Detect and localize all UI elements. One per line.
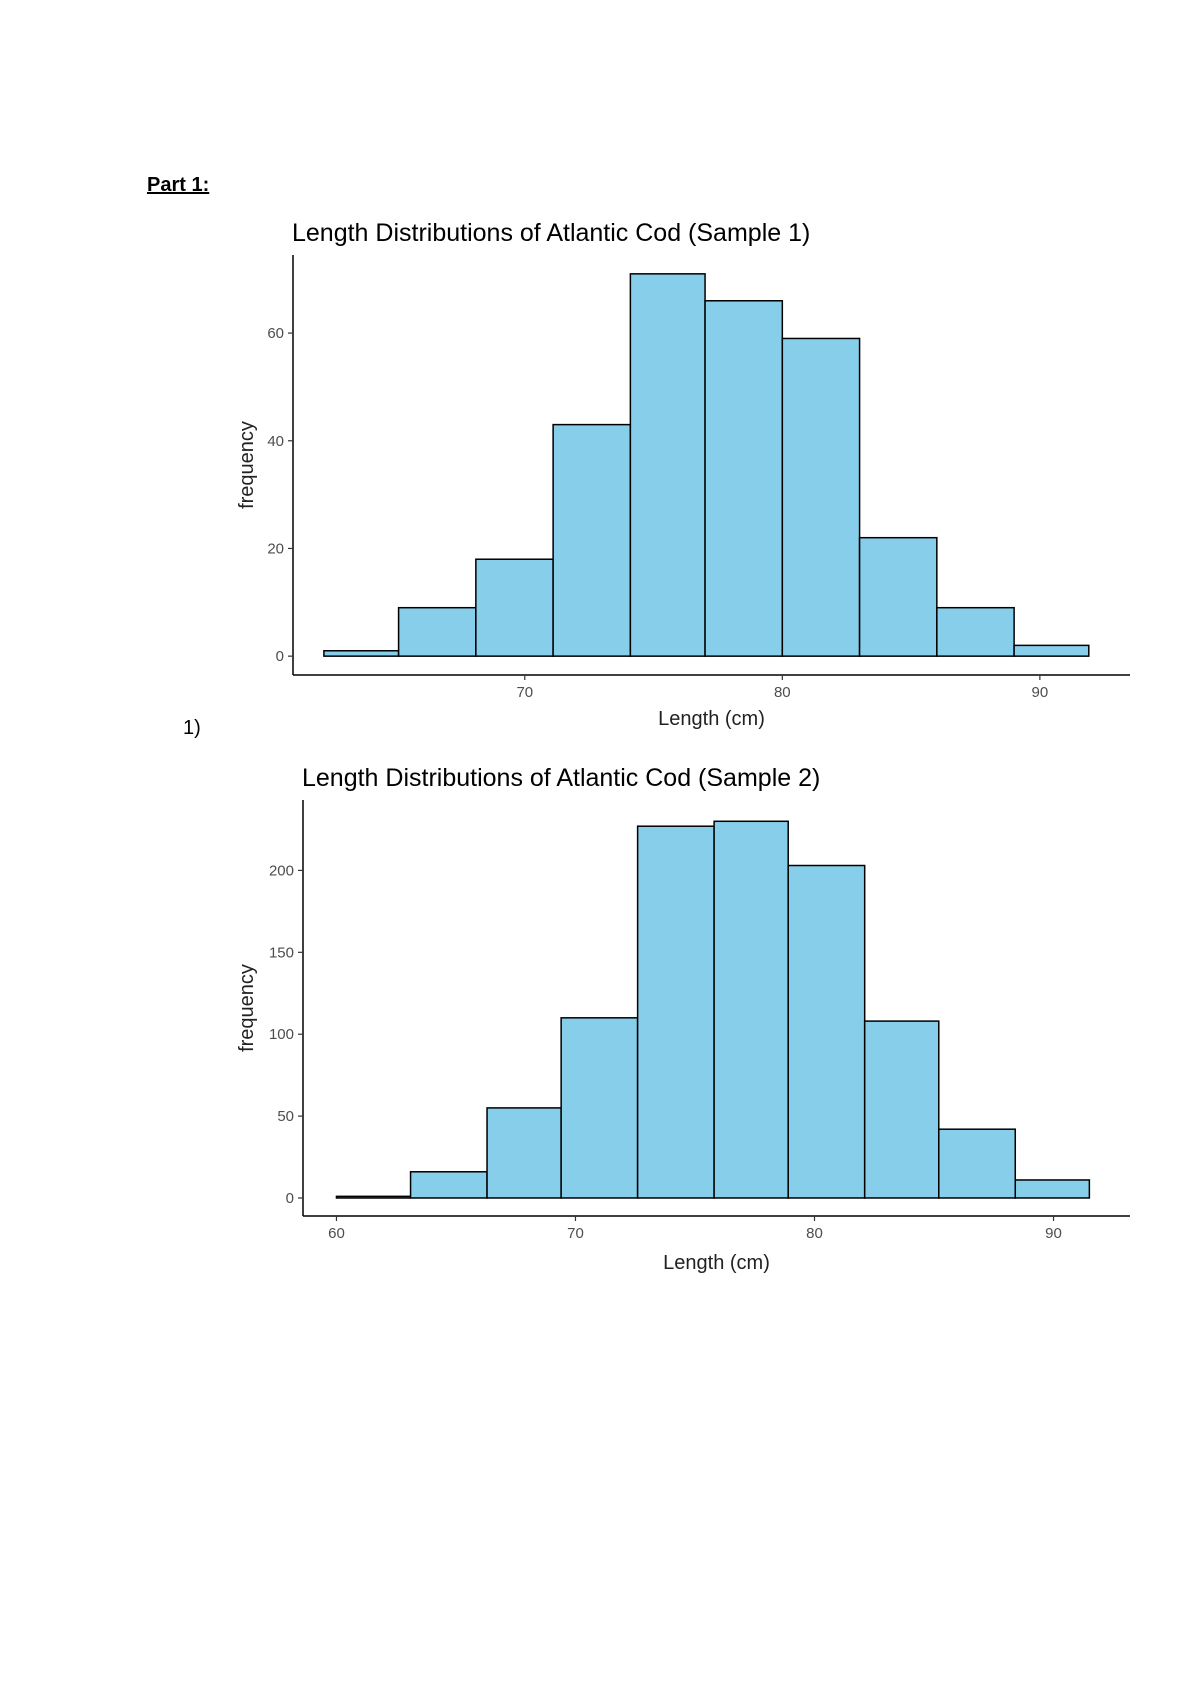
histogram-bar-6: [704, 300, 784, 657]
histogram-bar-10: [1014, 1179, 1091, 1199]
histogram-bar-9: [938, 1128, 1017, 1199]
y-tick-label: 50: [277, 1108, 294, 1125]
x-tick-label: 70: [516, 684, 533, 701]
x-tick-label: 70: [567, 1225, 584, 1242]
histogram-bar-5: [629, 273, 706, 657]
x-tick-label: 80: [806, 1225, 823, 1242]
histogram-bar-8: [863, 1020, 940, 1199]
x-tick-label: 90: [1045, 1225, 1062, 1242]
histogram-bar-4: [560, 1017, 639, 1199]
histogram-bar-7: [787, 864, 866, 1199]
histogram-bar-10: [1013, 644, 1090, 657]
chart-title: Length Distributions of Atlantic Cod (Sa…: [292, 219, 810, 247]
y-tick-label: 0: [276, 648, 284, 665]
y-tick-label: 100: [269, 1026, 294, 1043]
y-tick-label: 60: [267, 325, 284, 342]
histogram-bar-5: [636, 825, 715, 1199]
x-tick-label: 90: [1032, 684, 1049, 701]
histogram-bar-7: [781, 337, 861, 657]
chart-title: Length Distributions of Atlantic Cod (Sa…: [302, 764, 820, 792]
histogram-bar-4: [552, 423, 632, 657]
bars: [335, 820, 1091, 1199]
y-axis-label: frequency: [236, 421, 258, 509]
bars: [323, 273, 1090, 657]
y-tick-label: 0: [286, 1190, 294, 1207]
axes: 70 80 90 0 20 40 60: [267, 255, 1130, 701]
histogram-bar-1: [335, 1195, 412, 1199]
x-axis-label: Length (cm): [663, 1252, 770, 1274]
part-heading: Part 1:: [147, 174, 210, 196]
y-axis-label: frequency: [236, 964, 258, 1052]
histogram-bar-2: [397, 606, 477, 657]
histogram-bar-8: [858, 536, 938, 657]
histogram-bar-9: [936, 606, 1015, 657]
y-tick-label: 40: [267, 433, 284, 450]
x-tick-label: 60: [328, 1225, 345, 1242]
histogram-bar-1: [323, 650, 400, 657]
y-tick-label: 200: [269, 862, 294, 879]
histogram-sample-2: Length Distributions of Atlantic Cod (Sa…: [236, 764, 1130, 1274]
histogram-bar-3: [475, 558, 554, 657]
y-tick-label: 150: [269, 944, 294, 961]
y-tick-label: 20: [267, 540, 284, 557]
question-number: 1): [183, 717, 201, 739]
histogram-bar-6: [713, 820, 789, 1199]
x-axis-label: Length (cm): [658, 708, 765, 730]
histogram-bar-2: [409, 1171, 488, 1199]
histogram-bar-3: [486, 1107, 562, 1199]
x-tick-label: 80: [774, 684, 791, 701]
histogram-sample-1: Length Distributions of Atlantic Cod (Sa…: [236, 219, 1130, 730]
axes: 60 70 80 90 0 50 100 150 200: [269, 800, 1130, 1242]
